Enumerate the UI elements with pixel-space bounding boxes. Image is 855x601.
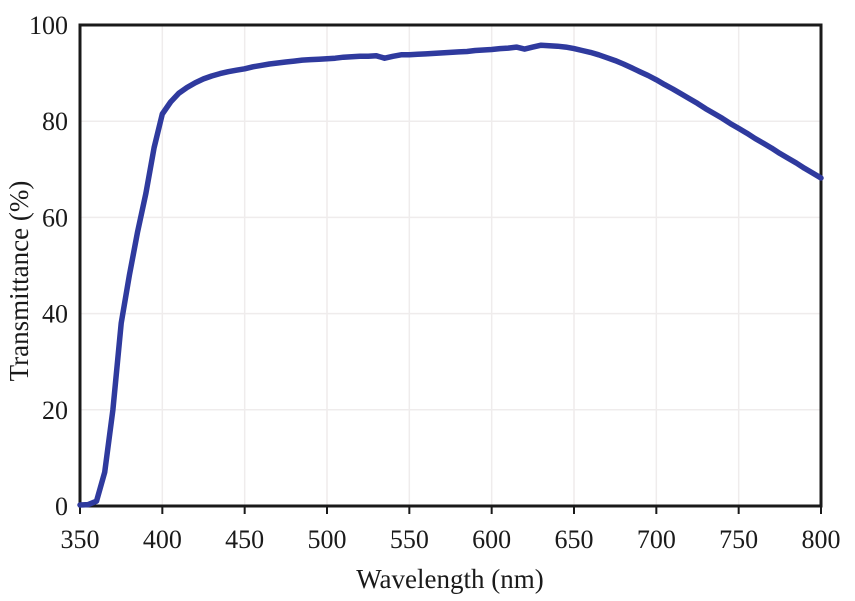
y-tick-label: 100 bbox=[29, 11, 68, 40]
transmittance-curve bbox=[77, 42, 824, 508]
x-tick-label: 650 bbox=[555, 525, 594, 554]
x-tick-label: 500 bbox=[308, 525, 347, 554]
x-tick-label: 600 bbox=[472, 525, 511, 554]
x-tick-label: 550 bbox=[390, 525, 429, 554]
x-axis-title: Wavelength (nm) bbox=[356, 564, 544, 594]
y-tick-label: 0 bbox=[55, 492, 68, 521]
y-tick-label: 60 bbox=[42, 203, 68, 232]
x-tick-label: 800 bbox=[802, 525, 841, 554]
x-tick-label: 700 bbox=[637, 525, 676, 554]
x-tick-label: 750 bbox=[719, 525, 758, 554]
plot-border bbox=[78, 23, 823, 508]
y-tick-label: 20 bbox=[42, 396, 68, 425]
x-tick-labels: 350 400 450 500 550 600 650 700 750 800 bbox=[61, 525, 841, 554]
y-axis-title: Transmittance (%) bbox=[4, 181, 34, 382]
y-tick-label: 40 bbox=[42, 300, 68, 329]
gridlines bbox=[80, 25, 821, 506]
y-tick-labels: 0 20 40 60 80 100 bbox=[29, 11, 68, 521]
x-tick-label: 450 bbox=[225, 525, 264, 554]
x-tick-label: 400 bbox=[143, 525, 182, 554]
x-tick-label: 350 bbox=[61, 525, 100, 554]
y-tick-label: 80 bbox=[42, 107, 68, 136]
